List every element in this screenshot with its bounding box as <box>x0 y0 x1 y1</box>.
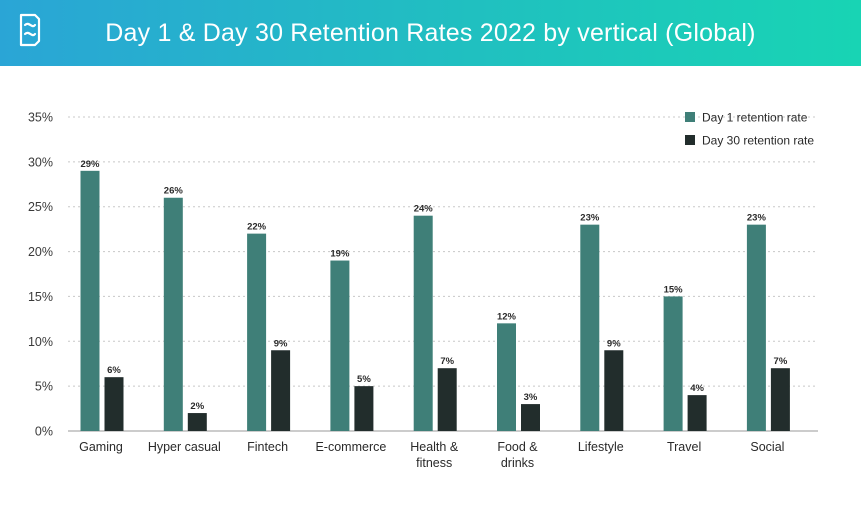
legend-label-day1: Day 1 retention rate <box>702 111 808 125</box>
y-tick-label: 15% <box>28 290 53 304</box>
y-tick-label: 5% <box>35 380 53 394</box>
y-tick-label: 35% <box>28 111 53 125</box>
y-axis-tick-labels: 0% 5% 10% 15% 20% 25% 30% 35% <box>28 111 53 439</box>
brand-logo-icon <box>19 13 41 47</box>
bar-day30 <box>104 377 124 431</box>
data-label: 15% <box>664 284 684 295</box>
data-label: 22% <box>247 222 267 233</box>
header-banner: Day 1 & Day 30 Retention Rates 2022 by v… <box>0 0 861 66</box>
bar-day30 <box>271 350 291 431</box>
y-tick-label: 20% <box>28 245 53 259</box>
category-label: Travel <box>667 440 701 454</box>
bar-day30 <box>354 386 374 431</box>
bar-day1 <box>330 260 350 431</box>
category-label: Gaming <box>79 440 123 454</box>
category-label: fitness <box>416 456 452 470</box>
data-label: 5% <box>357 374 371 385</box>
category-label: Lifestyle <box>578 440 624 454</box>
bar-day30 <box>521 404 540 431</box>
bar-day30 <box>770 368 790 431</box>
data-labels: 29% 6% 26% 2% 22% 9% 19% 5% 24% 7% 12% 3% 23% 9% 15% 4%… <box>80 159 787 412</box>
category-label: Fintech <box>247 440 288 454</box>
data-label: 19% <box>330 249 350 260</box>
bar-day1 <box>413 215 433 431</box>
x-axis-category-labels: Gaming Hyper casual Fintech E-commerce Healt… <box>79 440 784 470</box>
data-label: 3% <box>524 392 538 403</box>
data-label: 23% <box>580 213 600 224</box>
data-label: 12% <box>497 311 517 322</box>
category-label: drinks <box>501 456 534 470</box>
y-tick-label: 30% <box>28 155 53 169</box>
category-label: Hyper casual <box>148 440 221 454</box>
bar-day1 <box>746 224 766 431</box>
data-label: 26% <box>164 186 184 197</box>
bar-day1 <box>580 224 600 431</box>
data-label: 6% <box>107 365 121 376</box>
data-label: 23% <box>747 213 767 224</box>
data-label: 9% <box>607 338 621 349</box>
data-label: 24% <box>414 204 434 215</box>
bar-day30 <box>604 350 624 431</box>
data-label: 2% <box>190 401 204 412</box>
data-label: 4% <box>690 383 704 394</box>
bar-day1 <box>663 296 683 431</box>
page-title: Day 1 & Day 30 Retention Rates 2022 by v… <box>105 19 756 47</box>
bar-day1 <box>247 233 267 431</box>
bar-day30 <box>437 368 457 431</box>
bar-day30 <box>687 395 707 431</box>
category-label: E-commerce <box>315 440 386 454</box>
y-tick-label: 10% <box>28 335 53 349</box>
bars <box>80 170 790 431</box>
data-label: 9% <box>274 338 288 349</box>
y-tick-label: 25% <box>28 200 53 214</box>
category-label: Social <box>750 440 784 454</box>
bar-day1 <box>163 197 183 431</box>
data-label: 7% <box>440 356 454 367</box>
data-label: 29% <box>80 159 100 170</box>
retention-bar-chart: 0% 5% 10% 15% 20% 25% 30% 35% 29% 6% 26% 2% 22% 9% 19… <box>28 111 818 470</box>
bar-day1 <box>497 323 516 431</box>
y-tick-label: 0% <box>35 425 53 439</box>
bar-day30 <box>187 413 207 431</box>
legend-swatch-day30 <box>685 135 695 145</box>
legend: Day 1 retention rate Day 30 retention rat… <box>685 111 814 148</box>
legend-swatch-day1 <box>685 112 695 122</box>
data-label: 7% <box>774 356 788 367</box>
legend-label-day30: Day 30 retention rate <box>702 134 814 148</box>
category-label: Food & <box>497 440 538 454</box>
bar-day1 <box>80 170 100 431</box>
category-label: Health & <box>410 440 459 454</box>
